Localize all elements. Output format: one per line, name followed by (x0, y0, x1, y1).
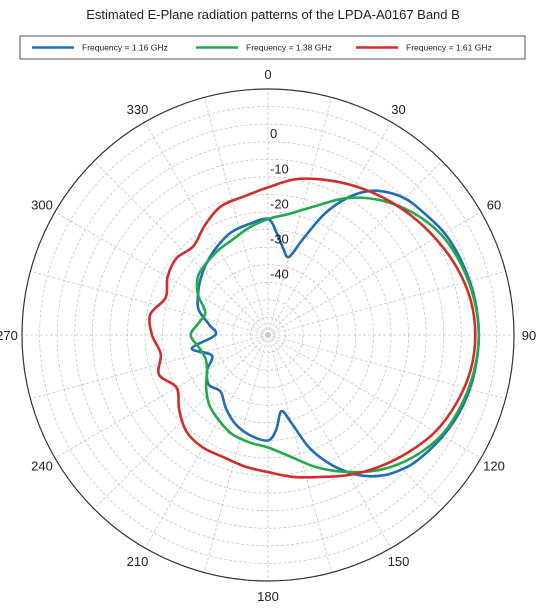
radial-grid-ring (39, 106, 497, 564)
angle-tick-label: 120 (483, 459, 505, 474)
angle-tick-label: 150 (388, 554, 410, 569)
angular-grid-line (144, 121, 269, 336)
radial-grid-ring (109, 176, 427, 494)
angle-tick-label: 180 (257, 589, 279, 604)
radial-tick-label: 0 (270, 126, 277, 141)
legend-label: Frequency = 1.61 GHz (406, 43, 492, 53)
angular-grid-line (267, 270, 506, 336)
angle-tick-label: 240 (31, 459, 53, 474)
legend: Frequency = 1.16 GHz Frequency = 1.38 GHz… (32, 43, 492, 53)
angular-grid-line (267, 121, 392, 336)
series-line-2 (189, 196, 481, 474)
angular-grid-line (267, 160, 443, 336)
angular-grid-line (267, 334, 482, 459)
angular-grid-line (267, 334, 392, 549)
radial-tick-label: -30 (270, 232, 289, 247)
radial-tick-label: -40 (270, 267, 289, 282)
legend-label: Frequency = 1.16 GHz (82, 43, 168, 53)
angular-grid-line (30, 334, 269, 400)
radial-tick-label: -20 (270, 196, 289, 211)
angle-tick-label: 30 (391, 102, 405, 117)
angular-grid-line (54, 211, 269, 336)
radial-grid-ring (74, 141, 462, 529)
angular-grid-line (267, 97, 333, 336)
angle-tick-label: 270 (0, 328, 18, 343)
angle-tick-label: 0 (264, 67, 271, 82)
angular-grid-line (30, 270, 269, 336)
series-line-1 (190, 189, 481, 478)
angular-grid-line (267, 334, 333, 573)
angular-grid-line (93, 334, 269, 510)
legend-label: Frequency = 1.38 GHz (246, 43, 332, 53)
angle-tick-labels: 0 30 60 90 120 150 180 210 240 270 300 330 (0, 67, 536, 604)
radial-tick-label: -10 (270, 161, 289, 176)
angle-tick-label: 60 (487, 198, 501, 213)
angular-grid-line (203, 334, 269, 573)
polar-grid (21, 88, 515, 582)
angle-tick-label: 330 (127, 102, 149, 117)
legend-box (19, 35, 526, 60)
angle-tick-label: 210 (127, 554, 149, 569)
angular-grid-line (93, 160, 269, 336)
angular-grid-line (144, 334, 269, 549)
series-layer (148, 177, 481, 479)
angle-tick-label: 300 (31, 198, 53, 213)
angular-grid-line (267, 211, 482, 336)
outer-ring (21, 88, 515, 582)
series-line-3 (148, 177, 477, 479)
chart-title: Estimated E-Plane radiation patterns of … (86, 7, 460, 22)
angle-tick-label: 90 (522, 328, 536, 343)
angular-grid-line (267, 334, 443, 510)
angular-grid-line (54, 334, 269, 459)
radial-tick-labels: 0 -10 -20 -30 -40 (270, 126, 289, 282)
angular-grid-line (203, 97, 269, 336)
angular-grid-line (267, 334, 506, 400)
